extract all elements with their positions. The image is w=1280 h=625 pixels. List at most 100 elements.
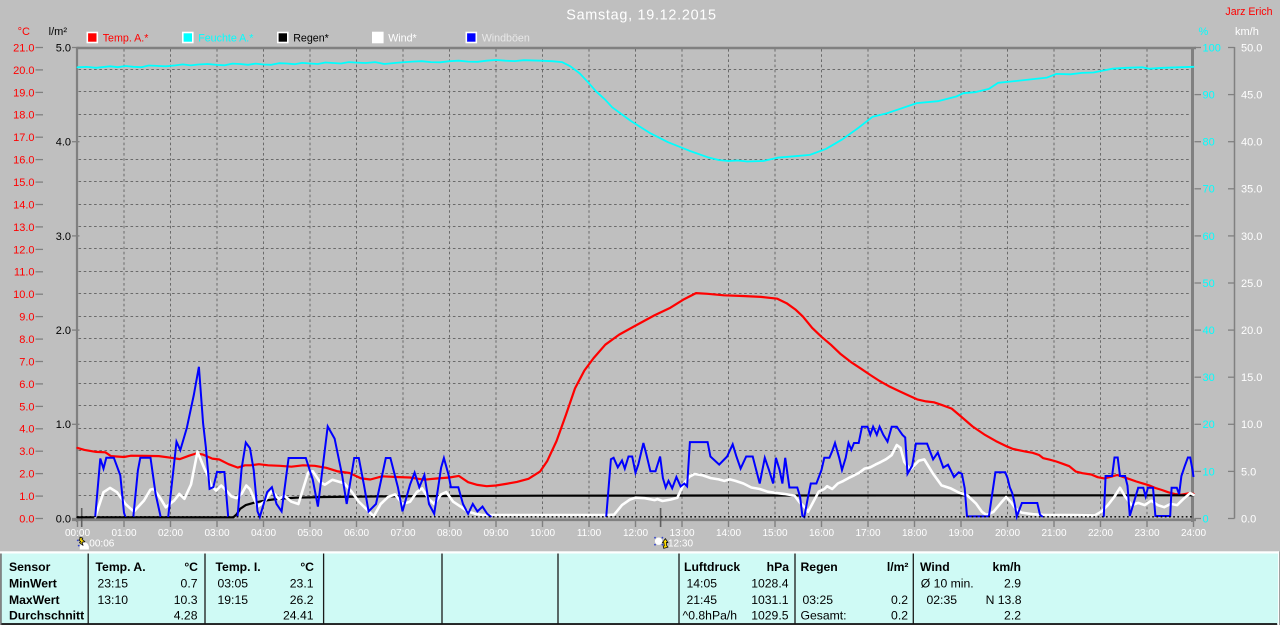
svg-text:Jarz Erich: Jarz Erich [1225,6,1272,18]
svg-text:14:00: 14:00 [716,528,741,539]
svg-text:°C: °C [300,560,314,574]
svg-text:km/h: km/h [1235,26,1259,38]
svg-text:45.0: 45.0 [1241,90,1262,102]
svg-text:l/m²: l/m² [49,26,68,38]
svg-text:4.0: 4.0 [19,424,34,436]
svg-text:23:00: 23:00 [1134,528,1159,539]
svg-text:10:00: 10:00 [530,528,555,539]
svg-text:20.0: 20.0 [13,65,34,77]
svg-text:09:00: 09:00 [483,528,508,539]
svg-text:14:05: 14:05 [687,577,718,591]
svg-text:Gesamt:: Gesamt: [801,609,847,623]
svg-text:25.0: 25.0 [1241,278,1262,290]
svg-text:20:00: 20:00 [995,528,1020,539]
svg-text:MinWert: MinWert [9,577,57,591]
svg-text:26.2: 26.2 [290,593,314,607]
svg-text:03:00: 03:00 [204,528,229,539]
svg-text:100: 100 [1203,42,1221,54]
svg-text:2.0: 2.0 [19,469,34,481]
svg-text:21:45: 21:45 [687,593,718,607]
svg-text:0.0: 0.0 [19,513,34,525]
svg-text:30.0: 30.0 [1241,231,1262,243]
svg-text:12:30: 12:30 [668,539,693,550]
svg-text:5.0: 5.0 [19,401,34,413]
svg-text:Windböen: Windböen [482,32,530,44]
svg-text:19:00: 19:00 [948,528,973,539]
svg-text:17.0: 17.0 [13,132,34,144]
svg-text:Sensor: Sensor [9,560,51,574]
svg-text:Ø 10 min.: Ø 10 min. [921,577,974,591]
svg-text:0.2: 0.2 [891,609,908,623]
svg-text:19.0: 19.0 [13,87,34,99]
svg-text:02:35: 02:35 [927,593,958,607]
svg-text:Durchschnitt: Durchschnitt [9,609,84,623]
svg-text:Regen: Regen [801,560,838,574]
svg-text:15.0: 15.0 [1241,372,1262,384]
svg-text:30: 30 [1203,372,1215,384]
svg-text:19:15: 19:15 [218,593,249,607]
svg-text:15.0: 15.0 [13,177,34,189]
svg-text:03:05: 03:05 [218,577,249,591]
svg-text:Regen*: Regen* [293,32,329,44]
svg-text:0.0: 0.0 [56,513,71,525]
svg-text:1028.4: 1028.4 [751,577,788,591]
svg-text:35.0: 35.0 [1241,184,1262,196]
svg-text:16.0: 16.0 [13,155,34,167]
svg-text:20.0: 20.0 [1241,325,1262,337]
svg-text:°C: °C [18,26,30,38]
svg-text:12.0: 12.0 [13,244,34,256]
svg-text:10.3: 10.3 [174,593,198,607]
svg-text:21:00: 21:00 [1041,528,1066,539]
svg-text:1029.5: 1029.5 [751,609,788,623]
svg-text:Temp. A.*: Temp. A.* [103,32,149,44]
svg-text:16:00: 16:00 [809,528,834,539]
svg-text:3.0: 3.0 [19,446,34,458]
svg-text:km/h: km/h [993,560,1021,574]
svg-text:06:00: 06:00 [344,528,369,539]
svg-text:N 13.8: N 13.8 [986,593,1022,607]
svg-text:70: 70 [1203,184,1215,196]
svg-text:22:00: 22:00 [1088,528,1113,539]
svg-text:11:00: 11:00 [577,528,602,539]
svg-text:1.0: 1.0 [19,491,34,503]
svg-text:23.1: 23.1 [290,577,314,591]
svg-text:^0.8hPa/h: ^0.8hPa/h [683,609,738,623]
svg-text:Wind*: Wind* [388,32,417,44]
svg-text:Samstag, 19.12.2015: Samstag, 19.12.2015 [566,7,717,23]
svg-text:Luftdruck: Luftdruck [684,560,740,574]
svg-text:00:06: 00:06 [89,539,114,550]
svg-text:05:00: 05:00 [297,528,322,539]
svg-text:3.0: 3.0 [56,231,71,243]
svg-text:6.0: 6.0 [19,379,34,391]
svg-text:MaxWert: MaxWert [9,593,60,607]
svg-text:13:00: 13:00 [669,528,694,539]
svg-text:10: 10 [1203,466,1215,478]
svg-text:10.0: 10.0 [13,289,34,301]
svg-text:08:00: 08:00 [437,528,462,539]
svg-text:5.0: 5.0 [1241,466,1256,478]
svg-text:Temp. A.: Temp. A. [96,560,146,574]
svg-text:20: 20 [1203,419,1215,431]
svg-text:18:00: 18:00 [902,528,927,539]
svg-text:0.2: 0.2 [891,593,908,607]
svg-text:8.0: 8.0 [19,334,34,346]
svg-text:00:00: 00:00 [65,528,90,539]
svg-text:Feuchte A.*: Feuchte A.* [198,32,253,44]
svg-text:04:00: 04:00 [251,528,276,539]
svg-text:2.9: 2.9 [1004,577,1021,591]
svg-text:21.0: 21.0 [13,42,34,54]
svg-text:Wind: Wind [920,560,950,574]
svg-text:2.2: 2.2 [1004,609,1021,623]
svg-text:10.0: 10.0 [1241,419,1262,431]
svg-text:80: 80 [1203,137,1215,149]
svg-text:Temp. I.: Temp. I. [216,560,261,574]
svg-text:03:25: 03:25 [803,593,834,607]
svg-text:50.0: 50.0 [1241,42,1262,54]
svg-text:15:00: 15:00 [762,528,787,539]
svg-text:11.0: 11.0 [14,267,35,279]
svg-text:1.0: 1.0 [56,419,71,431]
svg-text:40.0: 40.0 [1241,137,1262,149]
svg-text:1031.1: 1031.1 [751,593,788,607]
svg-text:23:15: 23:15 [98,577,129,591]
svg-text:l/m²: l/m² [887,560,909,574]
